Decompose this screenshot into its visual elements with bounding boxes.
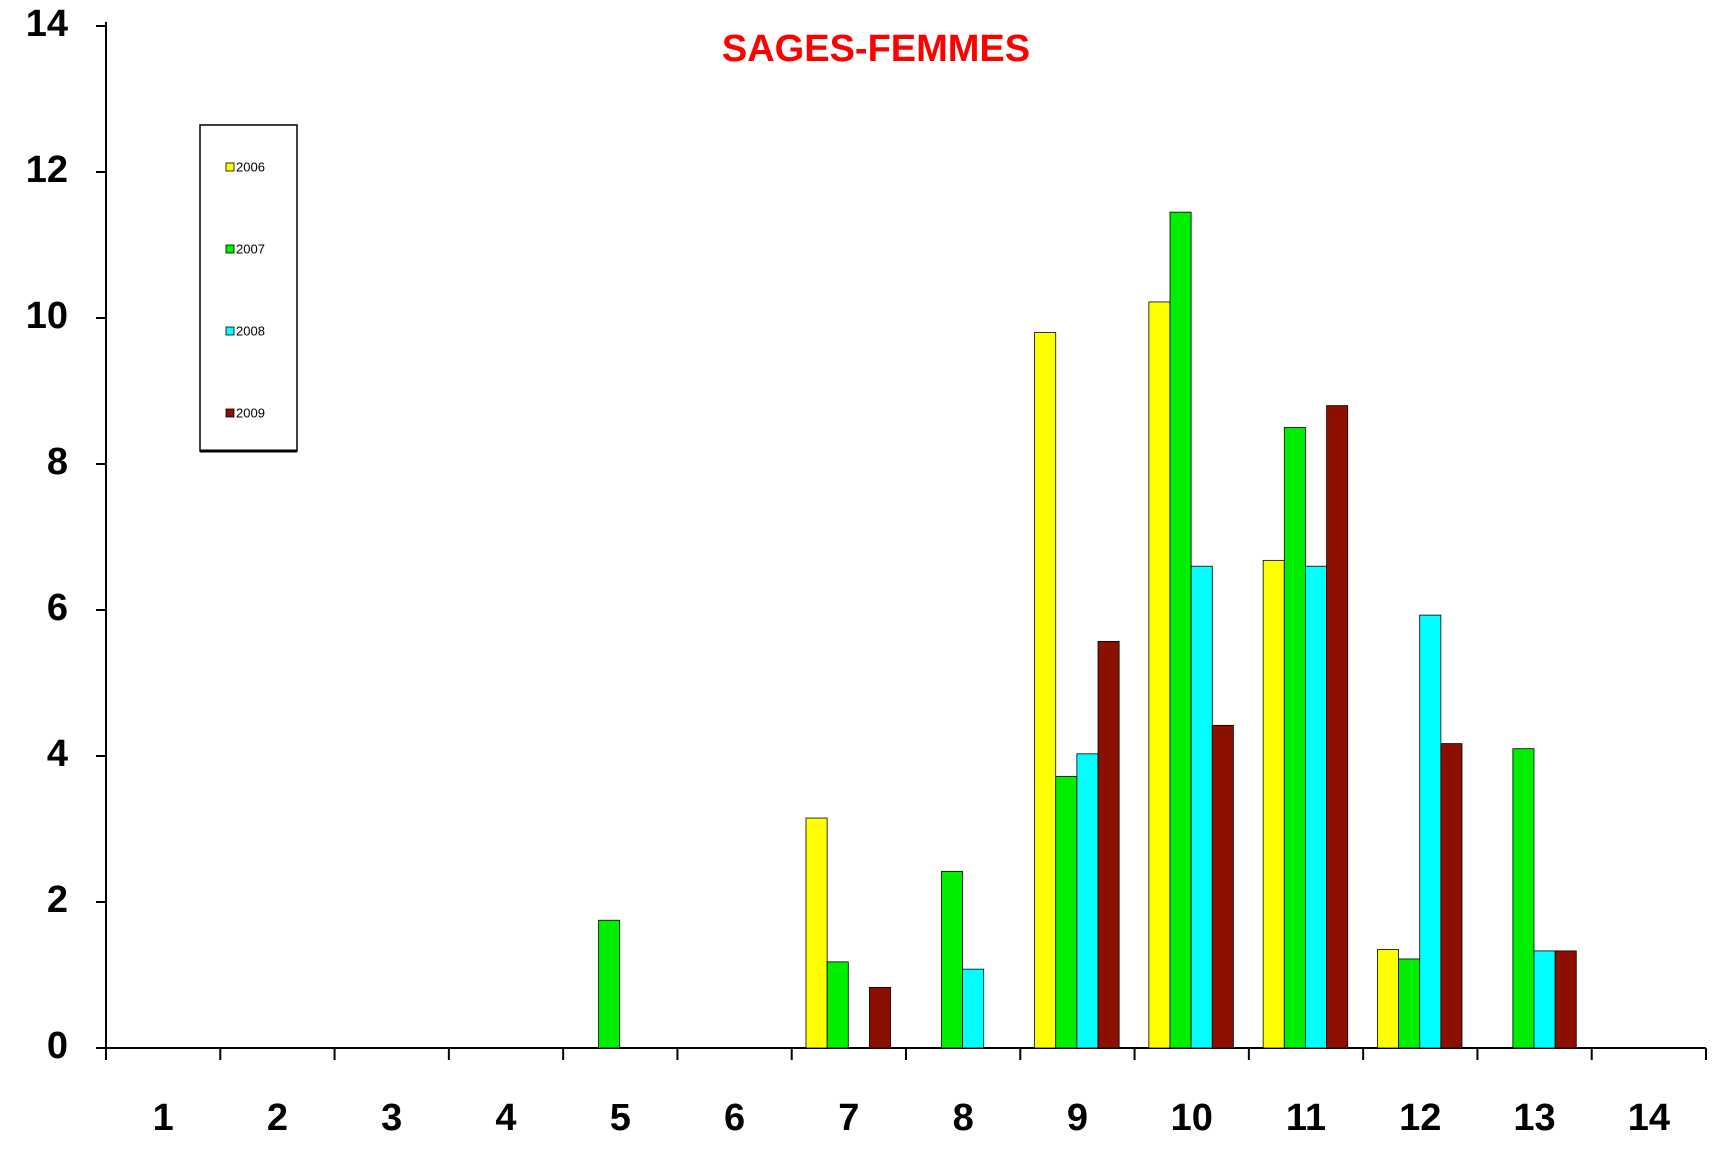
bar [1097,640,1120,1049]
y-tick-label: 12 [26,149,68,191]
x-tick-label: 11 [1286,1097,1326,1139]
y-tick-label: 2 [47,879,68,921]
x-tick-label: 9 [1067,1097,1088,1139]
y-tick-label: 0 [47,1025,68,1067]
bar [1533,950,1556,1049]
bar [869,987,891,1049]
legend-swatch [225,326,235,336]
chart-title: SAGES-FEMMES [722,28,1030,70]
x-tick-label: 14 [1628,1097,1670,1139]
bar [826,961,849,1049]
legend-swatch [225,244,235,254]
x-tick-label: 7 [838,1097,859,1139]
y-tick-label: 6 [47,587,68,629]
x-tick-label: 4 [495,1097,516,1139]
legend-box [199,124,298,452]
legend-swatch [225,162,235,172]
y-tick-label: 10 [26,295,68,337]
bar [1326,405,1349,1049]
x-tick-label: 1 [153,1097,174,1139]
bar [962,968,985,1049]
bar [1169,211,1192,1049]
y-tick-label: 8 [47,441,68,483]
bar [1055,776,1078,1049]
legend-label: 2008 [236,323,265,338]
bar [1211,724,1234,1049]
bar [1190,565,1213,1049]
bar [1262,559,1285,1049]
bar [805,817,828,1049]
legend-label: 2007 [236,241,265,256]
x-tick-label: 2 [267,1097,288,1139]
bar [1398,958,1421,1049]
bar [1554,950,1577,1049]
legend-label: 2009 [236,405,265,420]
x-tick-label: 12 [1399,1097,1441,1139]
y-tick-label: 4 [47,733,68,775]
bar [1419,614,1442,1049]
x-tick-label: 13 [1513,1097,1555,1139]
legend-swatch [225,408,235,418]
bar [598,919,621,1049]
bar [1377,949,1399,1049]
y-tick-label: 14 [26,3,68,45]
bar [941,870,963,1049]
x-tick-label: 10 [1171,1097,1213,1139]
bar [1148,301,1171,1049]
bar [1440,743,1463,1049]
bar [1512,748,1535,1049]
x-tick-label: 8 [953,1097,974,1139]
bar [1034,332,1057,1049]
bar [1076,753,1099,1049]
x-tick-label: 5 [610,1097,631,1139]
x-tick-label: 6 [724,1097,745,1139]
legend-label: 2006 [236,159,265,174]
x-tick-label: 3 [381,1097,402,1139]
bar [1283,427,1306,1049]
bar [1305,565,1327,1049]
